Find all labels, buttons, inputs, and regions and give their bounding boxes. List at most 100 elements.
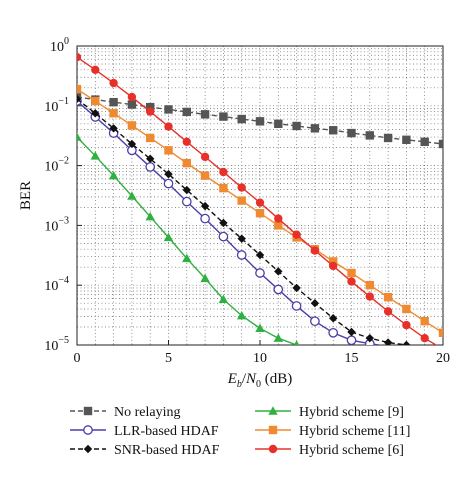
data-point [310,246,320,255]
y-tick-label: 100 [50,36,69,55]
x-tick-label: 10 [253,351,267,366]
series-line [77,100,384,345]
legend-marker [268,406,278,415]
data-point [255,268,265,278]
data-point [77,94,82,104]
legend-label: Hybrid scheme [6] [299,443,404,458]
legend-marker [83,425,93,435]
y-axis-label: BER [18,181,34,210]
data-point [347,327,356,337]
data-point [329,126,338,135]
data-point [127,139,137,149]
data-point [219,167,228,177]
data-point [346,335,357,345]
data-point [200,110,210,119]
x-axis-label: Eb/N0 (dB) [227,371,293,390]
data-point [402,304,411,314]
data-point [164,146,173,155]
data-point [77,84,82,94]
data-point [237,114,246,124]
data-point [91,96,100,106]
data-point [219,218,228,228]
data-point [237,196,246,205]
data-point [255,117,265,126]
legend-label: Hybrid scheme [11] [299,424,410,439]
data-point [273,284,284,295]
data-point [182,158,191,168]
x-tick-label: 0 [74,351,81,366]
y-tick-label: 10−5 [44,335,69,354]
data-point [274,267,283,276]
data-point [255,198,265,207]
series-line [77,136,297,345]
data-point [420,333,429,343]
data-point [292,121,301,131]
data-point [163,178,174,189]
data-point [402,320,411,330]
axes: 0 5 10 15 20 100 10−1 10−2 10−3 10−4 10−5 [44,36,450,366]
data-point [328,327,339,338]
data-point [219,183,228,193]
legend-label: SNR-based HDAF [114,443,220,458]
data-point [181,196,192,207]
data-point [291,301,302,311]
legend-label: LLR-based HDAF [114,424,219,439]
data-point [164,105,173,114]
y-tick-label: 10−3 [44,215,69,234]
data-point [292,283,301,293]
data-point [255,250,265,260]
data-point [127,121,137,130]
data-point [163,232,174,242]
legend-item: LLR-based HDAF [70,424,219,439]
data-point [77,52,82,62]
data-point [109,124,118,133]
data-point [237,310,247,320]
y-tick-label: 10−4 [44,275,69,294]
data-point [383,307,393,316]
data-point [77,132,82,141]
data-point [145,211,155,221]
data-point [237,183,246,192]
data-point [293,340,300,345]
series-3 [77,132,300,345]
data-point [109,78,118,88]
series-2 [77,94,411,345]
data-point [438,139,443,149]
data-point [310,316,320,327]
data-point [402,340,411,345]
y-tick-label: 10−2 [44,156,69,175]
data-point [182,107,191,117]
series-1 [77,96,384,345]
data-point [145,162,156,172]
data-point [420,137,429,147]
data-point [200,171,210,180]
data-point [438,328,443,337]
data-point [182,185,191,195]
data-point [365,292,374,301]
data-point [402,135,411,145]
data-point [329,314,338,323]
data-point [347,128,356,138]
legend-marker [83,444,93,454]
data-point [200,273,210,283]
data-point [218,294,229,304]
data-point [274,119,283,129]
legend-label: No relaying [114,405,180,420]
data-point [236,250,247,260]
legend-label: Hybrid scheme [9] [299,405,404,420]
series-0 [77,92,443,149]
data-point [365,333,374,343]
data-point [164,122,173,131]
series-5 [77,52,438,345]
data-point [109,97,118,107]
legend-item: No relaying [70,405,180,420]
data-point [255,208,265,218]
data-point [200,201,210,211]
legend-item: SNR-based HDAF [70,443,220,458]
data-point [383,338,393,345]
x-tick-label: 5 [165,351,172,366]
x-tick-label: 15 [345,351,359,366]
data-point [91,109,100,118]
legend: No relaying Hybrid scheme [9] LLR-based HD… [70,405,410,458]
